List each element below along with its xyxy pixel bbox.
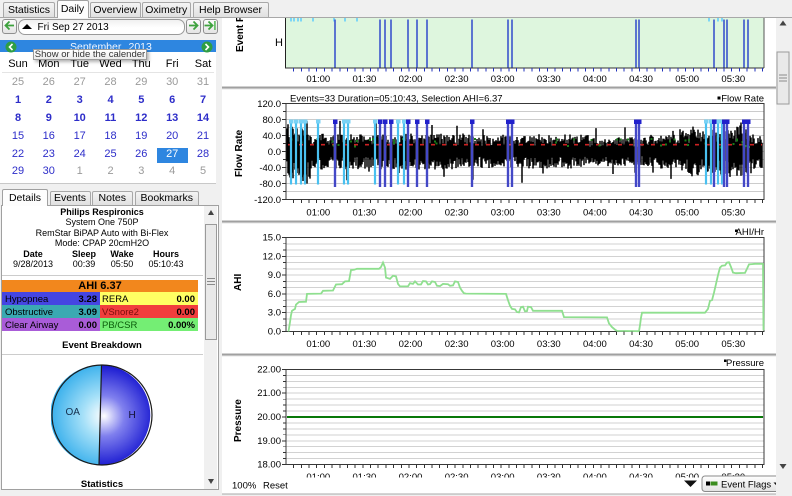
svg-text:Events=33 Duration=05:10:43, S: Events=33 Duration=05:10:43, Selection A…: [290, 94, 503, 105]
svg-text:40.0: 40.0: [263, 131, 282, 142]
svg-text:05:30: 05:30: [721, 339, 745, 350]
svg-text:H: H: [275, 37, 283, 49]
svg-text:03:00: 03:00: [491, 74, 515, 85]
svg-text:03:30: 03:30: [537, 208, 561, 219]
svg-text:AHI: AHI: [233, 274, 244, 291]
svg-text:0.0: 0.0: [268, 327, 281, 338]
svg-text:04:00: 04:00: [583, 208, 607, 219]
svg-text:-120.0: -120.0: [254, 195, 281, 206]
svg-text:100%: 100%: [232, 481, 257, 492]
svg-text:21.00: 21.00: [257, 388, 281, 399]
svg-text:03:00: 03:00: [491, 339, 515, 350]
svg-text:01:30: 01:30: [353, 74, 377, 85]
svg-text:12.0: 12.0: [263, 251, 282, 262]
svg-text:03:00: 03:00: [491, 208, 515, 219]
svg-text:04:30: 04:30: [629, 208, 653, 219]
svg-text:OA: OA: [66, 407, 81, 418]
svg-text:6.0: 6.0: [268, 289, 281, 300]
svg-text:02:30: 02:30: [445, 74, 469, 85]
svg-text:05:00: 05:00: [675, 208, 699, 219]
svg-text:Pressure: Pressure: [233, 399, 244, 442]
svg-text:15.0: 15.0: [263, 233, 282, 244]
svg-text:02:30: 02:30: [445, 339, 469, 350]
svg-text:Flow Rate: Flow Rate: [721, 94, 764, 105]
svg-text:05:00: 05:00: [675, 74, 699, 85]
svg-text:04:00: 04:00: [583, 339, 607, 350]
svg-text:01:30: 01:30: [353, 339, 377, 350]
svg-text:03:30: 03:30: [537, 74, 561, 85]
svg-text:3.0: 3.0: [268, 308, 281, 319]
svg-text:02:30: 02:30: [445, 208, 469, 219]
svg-text:AHI/Hr: AHI/Hr: [736, 227, 765, 238]
svg-text:Event Flags: Event Flags: [235, 17, 246, 52]
svg-text:-40.0: -40.0: [259, 163, 281, 174]
svg-text:01:00: 01:00: [306, 74, 330, 85]
svg-text:80.0: 80.0: [263, 115, 282, 126]
svg-text:05:00: 05:00: [675, 339, 699, 350]
svg-text:9.0: 9.0: [268, 270, 281, 281]
svg-text:-80.0: -80.0: [259, 179, 281, 190]
svg-text:Flow Rate: Flow Rate: [234, 129, 245, 177]
svg-text:01:00: 01:00: [306, 208, 330, 219]
svg-text:04:00: 04:00: [583, 74, 607, 85]
svg-text:03:30: 03:30: [537, 339, 561, 350]
svg-text:Pressure: Pressure: [726, 358, 764, 369]
svg-text:Reset: Reset: [263, 481, 288, 492]
svg-text:20.00: 20.00: [257, 412, 281, 423]
svg-text:04:30: 04:30: [629, 74, 653, 85]
svg-text:18.00: 18.00: [257, 460, 281, 471]
svg-text:02:00: 02:00: [399, 74, 423, 85]
svg-text:02:00: 02:00: [399, 208, 423, 219]
svg-text:22.00: 22.00: [257, 365, 281, 376]
svg-text:0.0: 0.0: [268, 147, 281, 158]
svg-text:05:30: 05:30: [721, 208, 745, 219]
svg-text:Event Flags: Event Flags: [721, 480, 771, 491]
svg-text:02:00: 02:00: [399, 339, 423, 350]
svg-text:04:30: 04:30: [629, 339, 653, 350]
svg-text:H: H: [129, 410, 136, 421]
svg-text:19.00: 19.00: [257, 436, 281, 447]
svg-text:01:00: 01:00: [306, 339, 330, 350]
svg-text:01:30: 01:30: [353, 208, 377, 219]
svg-text:05:30: 05:30: [721, 74, 745, 85]
svg-text:120.0: 120.0: [257, 99, 281, 110]
